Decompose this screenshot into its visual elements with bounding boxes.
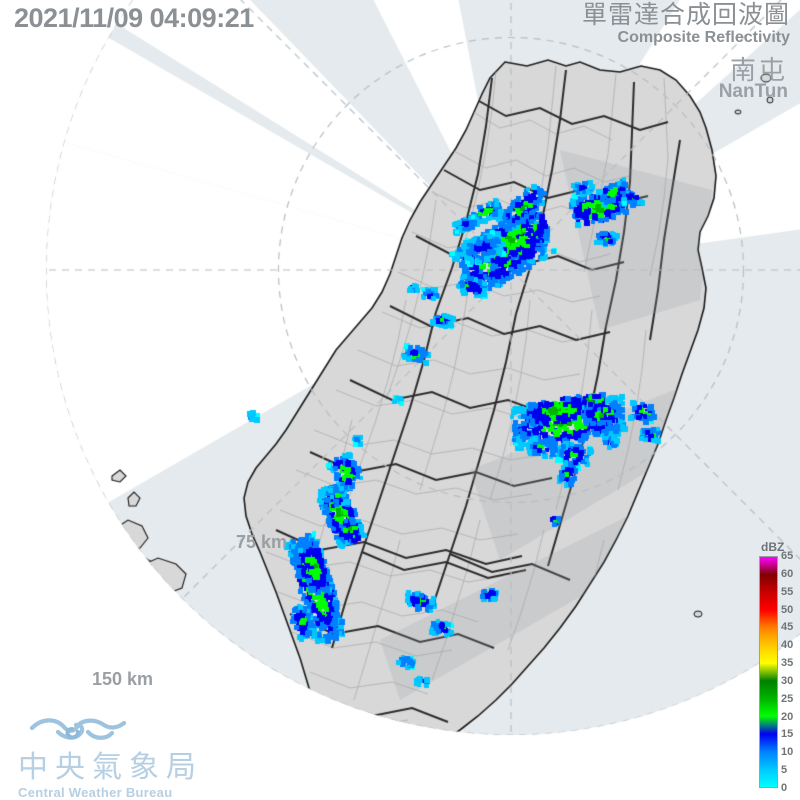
legend-tick-30: 30 xyxy=(781,674,794,687)
legend-tick-0: 0 xyxy=(781,782,788,794)
legend-body: 0 5 10 15 20 25 30 35 40 45 50 55 60 65 xyxy=(757,550,800,794)
cwb-name-chinese: 中央氣象局 xyxy=(18,750,203,785)
legend-tick-25: 25 xyxy=(781,692,794,705)
legend-tick-45: 45 xyxy=(781,621,794,634)
cwb-name-english: Central Weather Bureau xyxy=(18,785,173,800)
legend-tick-55: 55 xyxy=(781,585,794,598)
cloud-swirl-icon xyxy=(29,718,127,740)
dbz-colorbar-legend: dBZ 0 5 10 15 20 25 30 35 40 45 50 55 60 65 xyxy=(757,540,800,794)
legend-tick-50: 50 xyxy=(781,603,794,616)
legend-title: dBZ xyxy=(761,540,785,554)
legend-gradient-bar xyxy=(759,556,778,788)
legend-tick-65: 65 xyxy=(781,550,794,562)
legend-tick-10: 10 xyxy=(781,746,794,759)
legend-tick-20: 20 xyxy=(781,710,794,723)
legend-tick-60: 60 xyxy=(781,567,794,580)
legend-tick-15: 15 xyxy=(781,728,794,741)
legend-tick-35: 35 xyxy=(781,657,794,670)
cwb-logo: 中央氣象局 Central Weather Bureau xyxy=(18,712,208,799)
legend-tick-labels: 0 5 10 15 20 25 30 35 40 45 50 55 60 65 xyxy=(781,550,800,794)
legend-tick-40: 40 xyxy=(781,639,794,652)
legend-tick-5: 5 xyxy=(781,764,788,777)
